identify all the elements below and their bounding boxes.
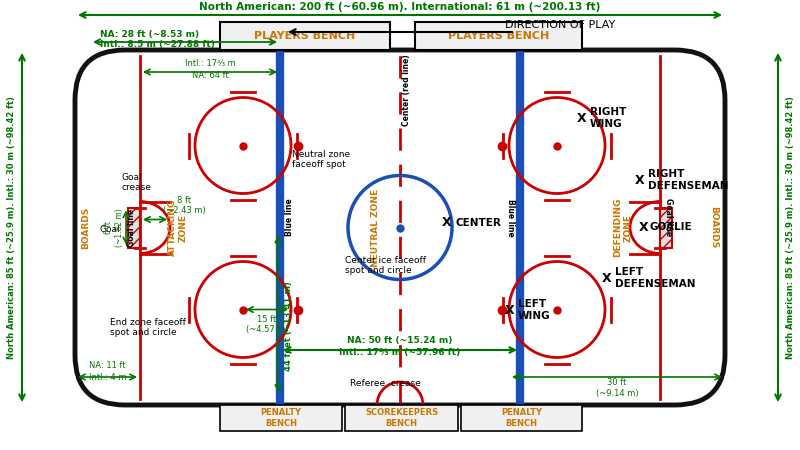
Text: LEFT
DEFENSEMAN: LEFT DEFENSEMAN [615, 267, 695, 289]
Text: BOARDS: BOARDS [710, 207, 718, 248]
Text: X: X [442, 216, 451, 229]
Bar [415, 22, 582, 50]
Text: North American: 200 ft (~60.96 m). International: 61 m (~200.13 ft): North American: 200 ft (~60.96 m). Inter… [199, 2, 601, 12]
Text: 6 ft
(~1.82 m): 6 ft (~1.82 m) [104, 208, 124, 247]
Text: Goal: Goal [99, 225, 120, 234]
Text: North American: 85 ft (~25.9 m). Intl.: 30 m (~98.42 ft): North American: 85 ft (~25.9 m). Intl.: … [786, 96, 794, 359]
Text: X: X [576, 112, 586, 125]
Text: SCOREKEEPERS
BENCH: SCOREKEEPERS BENCH [365, 408, 438, 428]
Text: Intl.: 17²⁄₃ m (~57.96 ft): Intl.: 17²⁄₃ m (~57.96 ft) [339, 348, 461, 357]
Text: NA: 64 ft: NA: 64 ft [192, 72, 228, 81]
Text: ATTACKING
ZONE: ATTACKING ZONE [168, 199, 187, 256]
Bar [345, 405, 458, 431]
FancyBboxPatch shape [75, 50, 725, 405]
Text: X: X [638, 221, 648, 234]
Text: Neutral zone
faceoff spot: Neutral zone faceoff spot [292, 150, 350, 169]
Text: X: X [634, 174, 644, 186]
Text: X: X [504, 303, 514, 316]
Text: 8 ft
(~2.43 m): 8 ft (~2.43 m) [162, 196, 206, 215]
Bar [220, 22, 390, 50]
Text: Goal line: Goal line [663, 198, 673, 237]
Text: X: X [602, 271, 611, 284]
Text: NEUTRAL ZONE: NEUTRAL ZONE [370, 189, 379, 266]
Text: Goal
crease: Goal crease [122, 173, 152, 192]
Bar [220, 405, 342, 431]
Text: PENALTY
BENCH: PENALTY BENCH [261, 408, 302, 428]
Text: Intl.: 4 m: Intl.: 4 m [89, 373, 126, 382]
Text: BOARDS: BOARDS [82, 207, 90, 248]
Text: 30 ft
(~9.14 m): 30 ft (~9.14 m) [596, 378, 638, 398]
Text: End zone faceoff
spot and circle: End zone faceoff spot and circle [110, 318, 186, 337]
Text: North American: 85 ft (~25.9 m). Intl.: 30 m (~98.42 ft): North American: 85 ft (~25.9 m). Intl.: … [7, 96, 17, 359]
Text: RIGHT
WING: RIGHT WING [590, 107, 626, 129]
Text: Intl.: 8.5 m (~27.88 ft): Intl.: 8.5 m (~27.88 ft) [100, 40, 215, 49]
Text: Intl.: 17²⁄₃ m: Intl.: 17²⁄₃ m [185, 59, 235, 68]
Text: DEFENDING
ZONE: DEFENDING ZONE [613, 198, 632, 257]
Text: DIRECTION OF PLAY: DIRECTION OF PLAY [505, 20, 615, 30]
Text: NA: 50 ft (~15.24 m): NA: 50 ft (~15.24 m) [347, 337, 453, 346]
Text: RIGHT
DEFENSEMAN: RIGHT DEFENSEMAN [648, 169, 729, 191]
Text: PLAYERS BENCH: PLAYERS BENCH [254, 31, 356, 41]
Bar [461, 405, 582, 431]
Text: LEFT
WING: LEFT WING [518, 299, 550, 321]
Text: PENALTY
BENCH: PENALTY BENCH [501, 408, 542, 428]
Text: Center ice faceoff
spot and circle: Center ice faceoff spot and circle [345, 256, 426, 275]
Text: NA: 28 ft (~8.53 m): NA: 28 ft (~8.53 m) [100, 30, 199, 39]
Text: Referee  crease: Referee crease [350, 378, 421, 387]
Text: PLAYERS BENCH: PLAYERS BENCH [448, 31, 549, 41]
Text: Center (red line): Center (red line) [402, 54, 410, 126]
Text: Blue line: Blue line [506, 198, 515, 236]
Text: CENTER: CENTER [455, 217, 501, 228]
Text: GOALIE: GOALIE [650, 222, 693, 233]
Bar [128, 207, 140, 248]
Text: 15 ft
(~4.57 m): 15 ft (~4.57 m) [246, 315, 288, 334]
Text: Goal line: Goal line [127, 208, 137, 247]
Bar [660, 207, 672, 248]
Text: Blue line: Blue line [285, 198, 294, 236]
Text: NA: 11 ft: NA: 11 ft [89, 360, 126, 369]
Text: 44 feet (~13.41 m): 44 feet (~13.41 m) [283, 281, 293, 371]
